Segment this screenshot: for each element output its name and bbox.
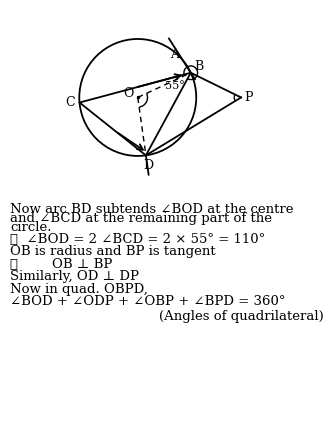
Text: P: P bbox=[244, 91, 253, 104]
Text: C: C bbox=[65, 96, 74, 109]
Text: D: D bbox=[143, 159, 153, 171]
Text: B: B bbox=[194, 60, 203, 74]
Text: ∠BOD + ∠ODP + ∠OBP + ∠BPD = 360°: ∠BOD + ∠ODP + ∠OBP + ∠BPD = 360° bbox=[10, 295, 286, 308]
Text: O: O bbox=[123, 87, 133, 100]
Text: circle.: circle. bbox=[10, 221, 51, 233]
Text: ∴  ∠BOD = 2 ∠BCD = 2 × 55° = 110°: ∴ ∠BOD = 2 ∠BCD = 2 × 55° = 110° bbox=[10, 233, 265, 246]
Text: ∴        OB ⊥ BP: ∴ OB ⊥ BP bbox=[10, 258, 113, 271]
Text: Now in quad. OBPD,: Now in quad. OBPD, bbox=[10, 283, 148, 295]
Text: OB is radius and BP is tangent: OB is radius and BP is tangent bbox=[10, 245, 216, 258]
Text: Similarly, OD ⊥ DP: Similarly, OD ⊥ DP bbox=[10, 270, 139, 283]
Text: A: A bbox=[170, 47, 179, 61]
Text: Now arc BD subtends ∠BOD at the centre: Now arc BD subtends ∠BOD at the centre bbox=[10, 203, 294, 216]
Text: 55°: 55° bbox=[165, 82, 185, 91]
Text: and ∠BCD at the remaining part of the: and ∠BCD at the remaining part of the bbox=[10, 212, 272, 225]
Text: (Angles of quadrilateral): (Angles of quadrilateral) bbox=[159, 310, 324, 323]
